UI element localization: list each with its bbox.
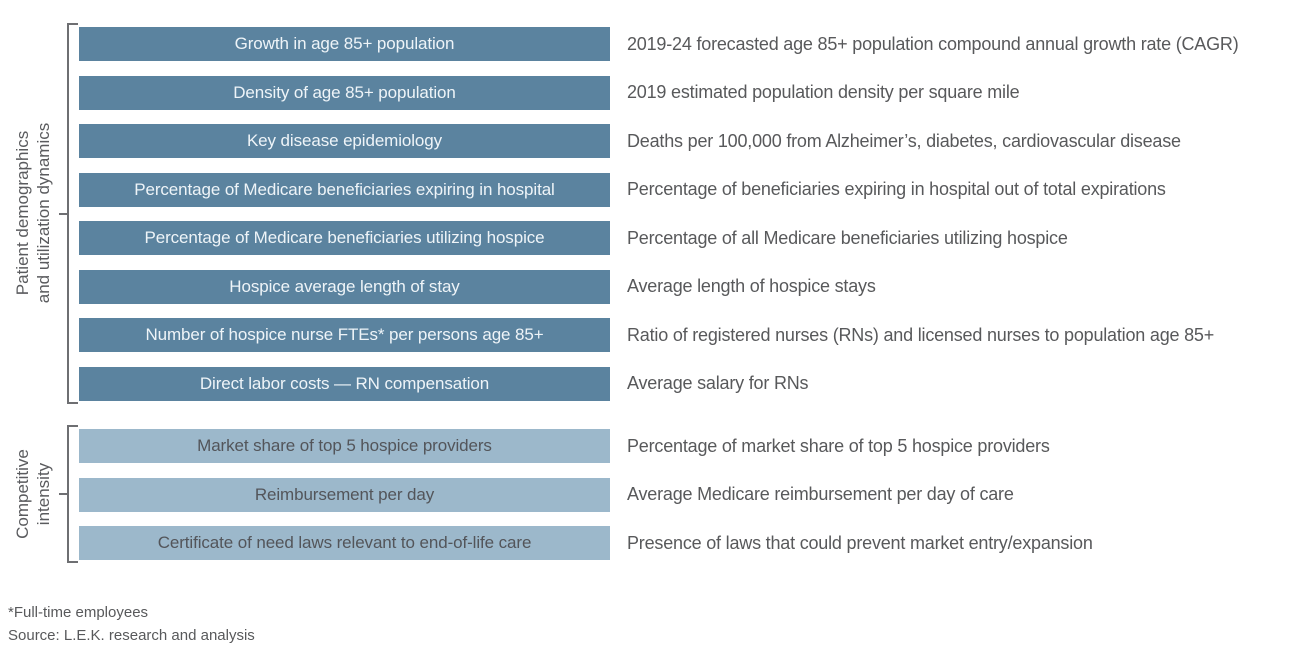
metric-description: 2019 estimated population density per sq… xyxy=(627,82,1020,102)
metric-bar: Key disease epidemiology xyxy=(79,124,610,158)
metric-row: Percentage of Medicare beneficiaries uti… xyxy=(79,221,1239,255)
metric-bar: Reimbursement per day xyxy=(79,477,610,512)
footnotes: *Full-time employees Source: L.E.K. rese… xyxy=(8,601,255,647)
metric-description: Deaths per 100,000 from Alzheimer’s, dia… xyxy=(627,130,1181,151)
metric-row: Key disease epidemiology Deaths per 100,… xyxy=(79,124,1239,158)
metric-bar: Growth in age 85+ population xyxy=(79,27,610,61)
metric-rows-patient-demographics: Growth in age 85+ population 2019-24 for… xyxy=(79,27,1239,415)
metric-row: Density of age 85+ population 2019 estim… xyxy=(79,75,1239,110)
metric-bar: Density of age 85+ population xyxy=(79,75,610,110)
section-label-patient-demographics: Patient demographics and utilization dyn… xyxy=(12,123,54,303)
metric-bar: Number of hospice nurse FTEs* per person… xyxy=(79,318,610,352)
metric-description: Percentage of all Medicare beneficiaries… xyxy=(627,227,1068,248)
section-bracket-competitive-intensity xyxy=(59,425,78,563)
metric-bar: Certificate of need laws relevant to end… xyxy=(79,526,610,560)
metric-description: Average Medicare reimbursement per day o… xyxy=(627,484,1014,504)
bracket-tick xyxy=(59,493,67,495)
metric-description: Percentage of beneficiaries expiring in … xyxy=(627,179,1166,199)
metric-row: Certificate of need laws relevant to end… xyxy=(79,526,1093,560)
metric-description: Average length of hospice stays xyxy=(627,276,876,296)
metric-bar: Percentage of Medicare beneficiaries uti… xyxy=(79,221,610,255)
metric-row: Direct labor costs — RN compensation Ave… xyxy=(79,366,1239,401)
metric-bar: Hospice average length of stay xyxy=(79,269,610,304)
metric-row: Hospice average length of stay Average l… xyxy=(79,269,1239,304)
metric-rows-competitive-intensity: Market share of top 5 hospice providers … xyxy=(79,429,1093,575)
section-label-line: Competitive xyxy=(13,449,32,539)
section-bracket-patient-demographics xyxy=(59,23,78,404)
metric-bar: Direct labor costs — RN compensation xyxy=(79,366,610,401)
section-label-line: and utilization dynamics xyxy=(34,122,53,304)
metric-description: Ratio of registered nurses (RNs) and lic… xyxy=(627,324,1215,345)
footnote-fulltime-employees: *Full-time employees xyxy=(8,604,149,621)
metric-row: Number of hospice nurse FTEs* per person… xyxy=(79,318,1239,352)
bracket-tick xyxy=(59,212,67,215)
metric-row: Percentage of Medicare beneficiaries exp… xyxy=(79,172,1239,207)
metric-description: 2019-24 forecasted age 85+ population co… xyxy=(627,33,1239,54)
metric-description: Average salary for RNs xyxy=(627,373,809,393)
section-label-line: Patient demographics xyxy=(13,130,32,296)
metric-description: Presence of laws that could prevent mark… xyxy=(627,532,1093,553)
section-label-line: intensity xyxy=(34,462,53,526)
footnote-source: Source: L.E.K. research and analysis xyxy=(8,627,255,644)
metric-description: Percentage of market share of top 5 hosp… xyxy=(627,435,1050,456)
metric-row: Market share of top 5 hospice providers … xyxy=(79,429,1093,463)
metric-bar: Market share of top 5 hospice providers xyxy=(79,429,610,463)
metric-bar: Percentage of Medicare beneficiaries exp… xyxy=(79,172,610,207)
metric-row: Growth in age 85+ population 2019-24 for… xyxy=(79,27,1239,61)
section-label-competitive-intensity: Competitive intensity xyxy=(12,449,54,539)
metric-row: Reimbursement per day Average Medicare r… xyxy=(79,477,1093,512)
